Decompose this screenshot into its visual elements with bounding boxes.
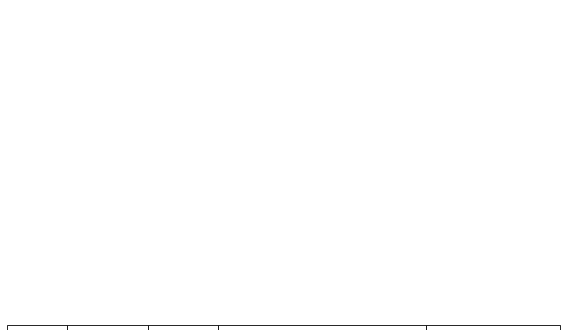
Bar	[426, 325, 560, 330]
Bar	[218, 325, 426, 330]
Bar	[66, 325, 149, 330]
Bar	[149, 325, 218, 330]
Bar	[7, 325, 66, 330]
